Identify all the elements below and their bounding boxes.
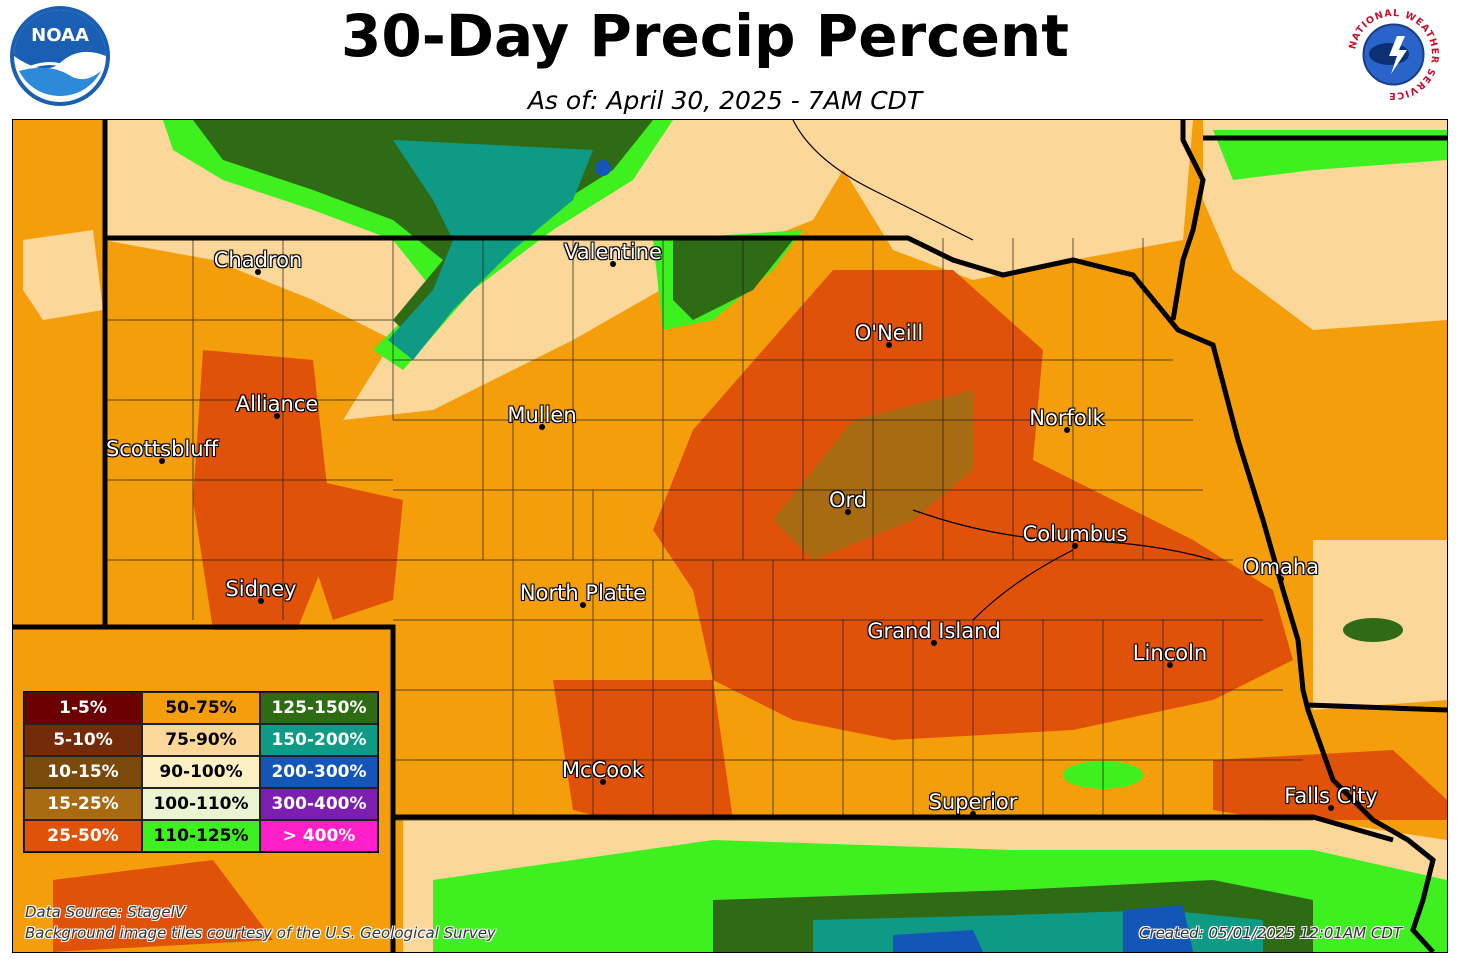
rivers: [792, 120, 1214, 621]
nws-logo-icon: NATIONAL WEATHER SERVICE: [1346, 7, 1441, 102]
city-dot: [1278, 576, 1284, 582]
city-dot: [539, 424, 545, 430]
city-label: Scottsbluff: [105, 437, 219, 461]
legend-item: 110-125%: [142, 820, 260, 852]
city-label: Chadron: [213, 248, 303, 272]
city-dot: [886, 342, 892, 348]
city-label: Falls City: [1284, 784, 1378, 808]
city-label: Superior: [928, 790, 1018, 814]
city-label: Lincoln: [1132, 641, 1208, 665]
city-label: O'Neill: [854, 321, 924, 345]
city-dot: [610, 261, 616, 267]
precip-map: Chadron Valentine O'Neill Alliance Mulle…: [12, 119, 1448, 953]
noaa-logo-icon: NOAA: [10, 6, 110, 106]
city-label: Omaha: [1242, 555, 1320, 579]
legend-item: 25-50%: [24, 820, 142, 852]
state-boundaries: [13, 120, 1447, 952]
city-dot: [1328, 805, 1334, 811]
city-dot: [600, 779, 606, 785]
legend-item: 200-300%: [260, 756, 378, 788]
city-dot: [1064, 427, 1070, 433]
city-label: Grand Island: [867, 619, 1001, 643]
city-label: Valentine: [564, 240, 662, 264]
county-boundaries: [103, 238, 1313, 821]
city-dot: [255, 269, 261, 275]
city-label: McCook: [561, 758, 645, 782]
map-subtitle: As of: April 30, 2025 - 7AM CDT: [527, 86, 923, 115]
city-dot: [258, 598, 264, 604]
legend-item: 300-400%: [260, 788, 378, 820]
map-legend: 1-5% 50-75% 125-150% 5-10% 75-90% 150-200% 10-…: [23, 691, 379, 853]
svg-text:NOAA: NOAA: [31, 25, 89, 46]
city-dot: [845, 509, 851, 515]
created-timestamp: Created: 05/01/2025 12:01AM CDT: [1139, 924, 1403, 942]
city-label: Norfolk: [1029, 406, 1105, 430]
legend-item: 50-75%: [142, 692, 260, 724]
city-dot: [1072, 543, 1078, 549]
legend-item: 150-200%: [260, 724, 378, 756]
legend-item: 75-90%: [142, 724, 260, 756]
map-title: 30-Day Precip Percent: [341, 2, 1069, 70]
city-label: Mullen: [507, 403, 577, 427]
city-label: Sidney: [225, 577, 297, 601]
precip-fields: [13, 120, 1447, 952]
legend-item: 1-5%: [24, 692, 142, 724]
city-dot: [159, 458, 165, 464]
city-dot: [970, 811, 976, 817]
city-dot: [274, 413, 280, 419]
city-label: North Platte: [519, 581, 647, 605]
background-credit: Background image tiles courtesy of the U…: [25, 924, 496, 942]
legend-item: 90-100%: [142, 756, 260, 788]
legend-item: 10-15%: [24, 756, 142, 788]
legend-item: 100-110%: [142, 788, 260, 820]
legend-item: 5-10%: [24, 724, 142, 756]
legend-item: 125-150%: [260, 692, 378, 724]
city-dot: [931, 640, 937, 646]
city-label: Ord: [828, 488, 868, 512]
city-label: Columbus: [1022, 522, 1128, 546]
city-dot: [1167, 662, 1173, 668]
city-label: Alliance: [235, 392, 319, 416]
legend-item: > 400%: [260, 820, 378, 852]
data-source-credit: Data Source: StageIV: [25, 903, 186, 921]
legend-item: 15-25%: [24, 788, 142, 820]
city-dot: [580, 602, 586, 608]
